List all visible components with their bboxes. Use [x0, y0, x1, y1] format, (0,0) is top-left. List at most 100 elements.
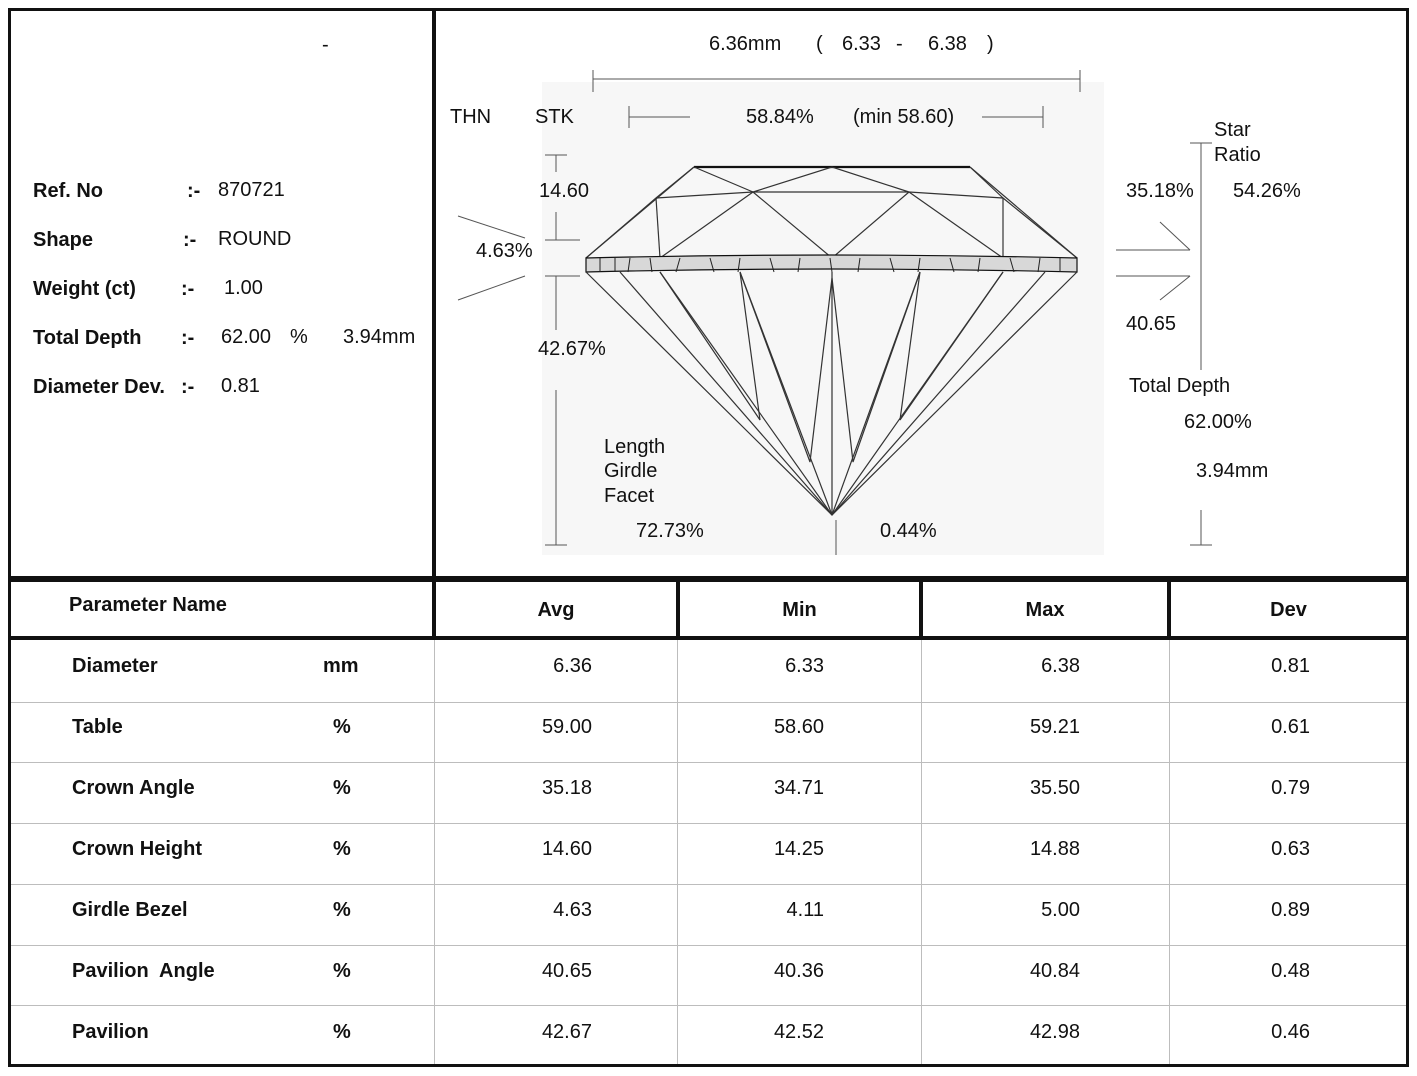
header-max: Max [1025, 598, 1065, 621]
table-min: (min 58.60) [853, 106, 955, 128]
row-line-2 [11, 762, 1406, 763]
row-pavilion-angle-min: 40.36 [773, 960, 824, 982]
row-girdle-bezel-max: 5.00 [1041, 899, 1080, 921]
row-girdle-bezel-dev: 0.89 [1271, 899, 1310, 921]
row-crown-height-max: 14.88 [1029, 838, 1080, 860]
header-dev: Dev [1270, 598, 1307, 621]
row-line-1 [11, 702, 1406, 703]
depth-pct: % [290, 326, 308, 348]
row-table-unit: % [333, 716, 351, 738]
col-line-4 [1169, 640, 1170, 1064]
row-pavilion-angle-avg: 40.65 [541, 960, 592, 982]
row-pavilion-unit: % [333, 1021, 351, 1043]
row-line-3 [11, 823, 1406, 824]
row-pavilion-min: 42.52 [773, 1021, 824, 1043]
depth-label: Total Depth [33, 327, 142, 349]
row-crown-height-min: 14.25 [773, 838, 824, 860]
depth-value: 62.00 [221, 326, 272, 348]
row-crown-angle-min: 34.71 [773, 777, 824, 799]
col-line-1 [434, 640, 435, 1064]
row-diameter-avg: 6.36 [553, 655, 592, 677]
diameter-label: 6.36mm [709, 33, 782, 55]
row-crown-height-unit: % [333, 838, 351, 860]
thn-label: THN [450, 106, 492, 128]
range-open: ( [816, 33, 823, 55]
row-girdle-bezel-avg: 4.63 [553, 899, 592, 921]
stk-label: STK [535, 106, 574, 128]
row-crown-height-avg: 14.60 [541, 838, 592, 860]
row-crown-angle-name: Crown Angle [72, 777, 195, 799]
row-diameter-max: 6.38 [1041, 655, 1080, 677]
row-crown-height-dev: 0.63 [1271, 838, 1310, 860]
row-crown-angle-unit: % [333, 777, 351, 799]
row-pavilion-max: 42.98 [1029, 1021, 1080, 1043]
depth-mm: 3.94mm [343, 326, 416, 348]
header-divider-1 [432, 582, 436, 640]
lgf-value: 72.73% [636, 520, 704, 542]
row-table-max: 59.21 [1029, 716, 1080, 738]
range-max: 6.38 [928, 33, 967, 55]
shape-sep: :- [183, 229, 197, 251]
crown-angle-value: 35.18% [1126, 180, 1194, 202]
row-line-4 [11, 884, 1406, 885]
diamond-diagram [457, 70, 1212, 555]
total-depth-mm: 3.94mm [1196, 460, 1269, 482]
row-table-name: Table [72, 716, 123, 738]
weight-sep: :- [181, 278, 195, 300]
header-divider-3 [919, 582, 923, 640]
pavilion-angle-value: 40.65 [1126, 313, 1177, 335]
row-diameter-unit: mm [323, 655, 359, 677]
row-crown-angle-max: 35.50 [1029, 777, 1080, 799]
row-table-dev: 0.61 [1271, 716, 1310, 738]
row-table-min: 58.60 [773, 716, 824, 738]
star-line1: Star [1214, 119, 1251, 141]
col-line-3 [921, 640, 922, 1064]
row-diameter-dev: 0.81 [1271, 655, 1310, 677]
diameter-dev-sep: :- [181, 376, 195, 398]
row-pavilion-dev: 0.46 [1271, 1021, 1310, 1043]
col-line-2 [677, 640, 678, 1064]
lgf-line2: Girdle [604, 460, 658, 482]
row-pavilion-angle-name: Pavilion Angle [72, 960, 215, 982]
diameter-dev-label: Diameter Dev. [33, 376, 165, 398]
row-crown-height-name: Crown Height [72, 838, 202, 860]
row-line-6 [11, 1005, 1406, 1006]
header-parameter-name: Parameter Name [69, 594, 227, 616]
row-crown-angle-avg: 35.18 [541, 777, 592, 799]
row-line-5 [11, 945, 1406, 946]
weight-value: 1.00 [224, 277, 263, 299]
pavilion-value: 42.67% [538, 338, 606, 360]
range-dash: - [896, 33, 903, 55]
ref-sep: :- [187, 180, 201, 202]
table-percent: 58.84% [746, 106, 814, 128]
range-close: ) [987, 33, 994, 55]
girdle-bezel-value: 4.63% [476, 240, 533, 262]
row-pavilion-angle-max: 40.84 [1029, 960, 1080, 982]
shape-label: Shape [33, 229, 94, 251]
ref-value: 870721 [218, 179, 285, 201]
row-girdle-bezel-name: Girdle Bezel [72, 899, 188, 921]
total-depth-label: Total Depth [1129, 375, 1231, 397]
header-underline [8, 636, 1409, 640]
row-diameter-name: Diameter [72, 655, 158, 677]
crown-height-value: 14.60 [539, 180, 590, 202]
header-divider-2 [676, 582, 680, 640]
star-ratio-value: 54.26% [1233, 180, 1301, 202]
header-min: Min [782, 598, 817, 621]
report-frame [8, 8, 1409, 1067]
shape-value: ROUND [218, 228, 292, 250]
top-dash: - [322, 34, 329, 56]
lgf-line1: Length [604, 436, 666, 458]
row-pavilion-angle-unit: % [333, 960, 351, 982]
range-min: 6.33 [842, 33, 881, 55]
row-pavilion-avg: 42.67 [541, 1021, 592, 1043]
row-diameter-min: 6.33 [785, 655, 824, 677]
row-crown-angle-dev: 0.79 [1271, 777, 1310, 799]
star-line2: Ratio [1214, 144, 1261, 166]
ref-label: Ref. No [33, 180, 103, 202]
culet-value: 0.44% [880, 520, 937, 542]
row-girdle-bezel-unit: % [333, 899, 351, 921]
header-avg: Avg [537, 598, 575, 621]
diameter-dev-value: 0.81 [221, 375, 260, 397]
row-pavilion-angle-dev: 0.48 [1271, 960, 1310, 982]
